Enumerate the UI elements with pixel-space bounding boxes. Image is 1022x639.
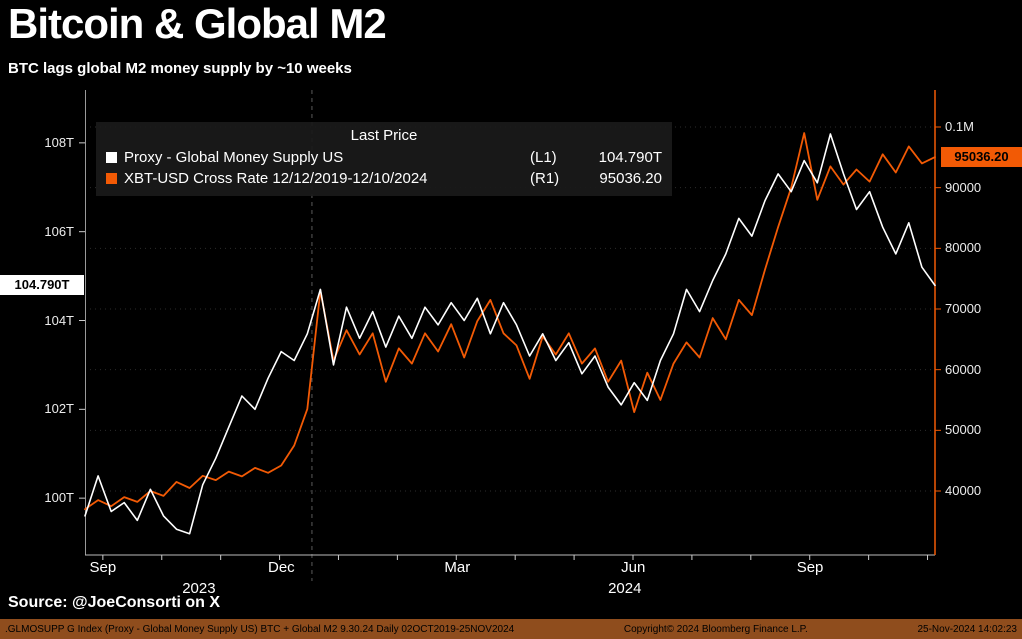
x-axis-tick-label: Mar [444,559,471,576]
right-axis-last-value-badge: 95036.20 [941,147,1022,168]
footer-ticker-info: .GLMOSUPP G Index (Proxy - Global Money … [5,623,515,635]
x-axis-tick-label: Jun [621,559,646,576]
legend-row-btc[interactable]: XBT-USD Cross Rate 12/12/2019-12/10/2024… [106,168,662,189]
source-line: Source: @JoeConsorti on X [8,594,221,611]
btc-series-name: XBT-USD Cross Rate 12/12/2019-12/10/2024 [124,170,428,187]
m2-last-price: 104.790T [598,149,662,166]
right-axis-tick-label: 60000 [945,361,982,377]
left-axis-tick-label: 102T [44,401,74,417]
right-axis-tick-label: 50000 [945,422,982,438]
x-axis-tick-label: Sep [796,559,824,576]
x-axis-tick-label: Sep [89,559,117,576]
footer-copyright: Copyright© 2024 Bloomberg Finance L.P. [623,623,808,635]
right-axis-tick-label: 70000 [945,301,982,316]
btc-series-swatch [106,173,117,184]
right-axis-tick-label: 40000 [945,482,982,498]
x-axis-tick-label: Dec [268,559,295,576]
left-axis-tick-label: 106T [44,223,74,239]
left-axis-tick-label: 108T [44,134,74,150]
left-axis-tick-label: 100T [44,490,74,506]
left-axis-last-value-badge: 104.790T [0,275,84,296]
m2-series-swatch [106,152,117,163]
legend-title: Last Price [350,127,418,144]
footer-timestamp: 25-Nov-2024 14:02:23 [917,623,1017,635]
chart-title: Bitcoin & Global M2 [8,0,387,47]
legend-row-m2[interactable]: Proxy - Global Money Supply US (L1) 104.… [106,147,662,168]
x-axis-year-label: 2023 [182,580,216,597]
bloomberg-footer: .GLMOSUPP G Index (Proxy - Global Money … [0,619,1022,639]
btc-last-price: 95036.20 [599,170,662,187]
right-axis-tick-label: 80000 [945,240,982,256]
right-axis-tick-label: 0.1M [945,119,974,134]
x-axis-year-label: 2024 [608,580,642,597]
m2-series-name: Proxy - Global Money Supply US [124,149,344,166]
m2-axis-tag: (L1) [530,149,557,166]
left-axis-tick-label: 104T [44,312,74,328]
right-axis-tick-label: 90000 [945,179,982,195]
legend-box[interactable]: Last Price Proxy - Global Money Supply U… [96,122,672,196]
btc-axis-tag: (R1) [530,170,560,187]
chart-subtitle: BTC lags global M2 money supply by ~10 w… [8,60,352,77]
